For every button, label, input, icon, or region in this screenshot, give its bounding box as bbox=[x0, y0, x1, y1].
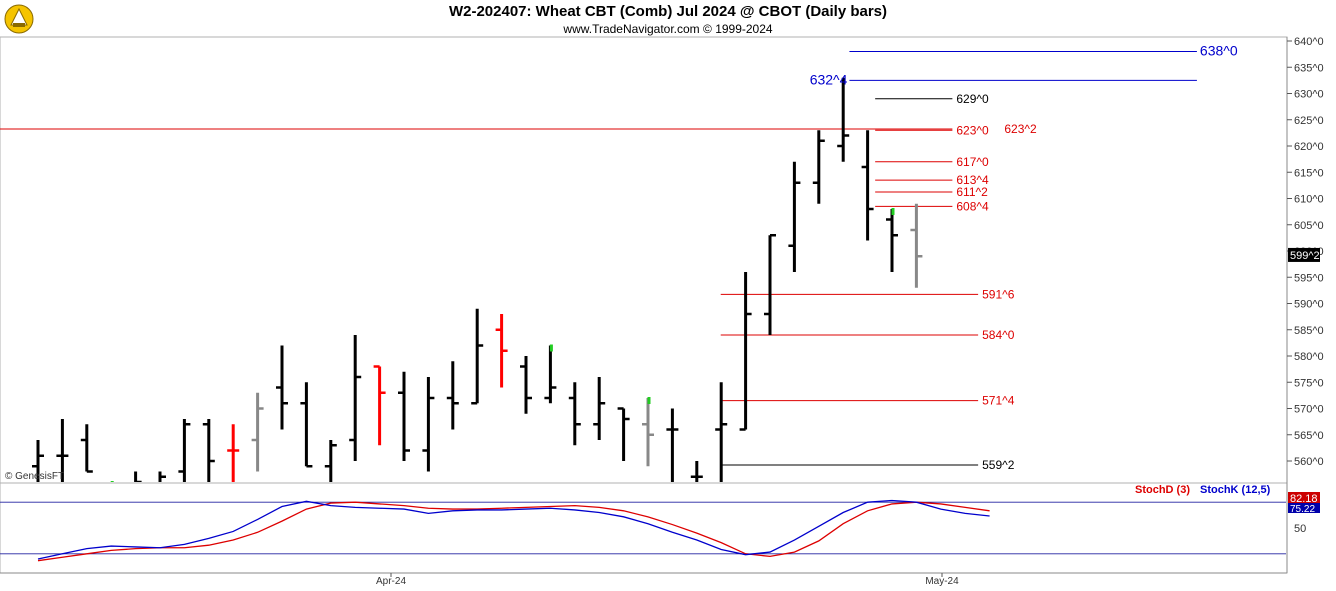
stochk-legend: StochK (12,5) bbox=[1200, 484, 1271, 496]
stochd-legend: StochD (3) bbox=[1135, 484, 1190, 496]
y-tick-label: 590^0 bbox=[1294, 299, 1324, 311]
level-label: 608^4 bbox=[956, 199, 989, 213]
y-tick-label: 630^0 bbox=[1294, 89, 1324, 101]
level-label: 623^2 bbox=[1004, 122, 1037, 136]
level-labels: 638^0 632^4 629^0 623^0 623^2 617^0 613^4611^2… bbox=[810, 43, 1238, 472]
price-panel bbox=[0, 36, 1288, 484]
y-tick-label: 595^0 bbox=[1294, 272, 1324, 284]
level-label: 638^0 bbox=[1200, 43, 1238, 59]
stochd-value: 82.18 bbox=[1290, 493, 1318, 505]
level-label: 623^0 bbox=[956, 123, 989, 137]
level-label: 617^0 bbox=[956, 155, 989, 169]
level-label: 611^2 bbox=[956, 185, 988, 199]
y-tick-label: 560^0 bbox=[1294, 456, 1324, 468]
stoch-panel bbox=[0, 482, 1288, 574]
level-label: 613^4 bbox=[956, 173, 989, 187]
y-tick-label: 605^0 bbox=[1294, 220, 1324, 232]
stochd-line bbox=[37, 501, 990, 562]
chart-title: W2-202407: Wheat CBT (Comb) Jul 2024 @ C… bbox=[448, 3, 888, 20]
watermark: © GenesisFT bbox=[5, 471, 64, 482]
level-label: 584^0 bbox=[982, 328, 1015, 342]
x-tick-label: Apr-24 bbox=[376, 576, 406, 587]
last-price-box bbox=[1288, 247, 1320, 262]
y-tick-label: 575^0 bbox=[1294, 377, 1324, 389]
stochk-value: 75.22 bbox=[1290, 504, 1315, 515]
y-tick-label: 580^0 bbox=[1294, 351, 1324, 363]
y-axis-area bbox=[1287, 37, 1336, 573]
level-label: 591^6 bbox=[982, 287, 1015, 301]
level-label: 632^4 bbox=[810, 71, 848, 87]
y-tick-label: 615^0 bbox=[1294, 167, 1324, 179]
y-tick-label: 620^0 bbox=[1294, 141, 1324, 153]
level-label: 571^4 bbox=[982, 394, 1015, 408]
level-label: 559^2 bbox=[982, 458, 1015, 472]
chart-header: W2-202407: Wheat CBT (Comb) Jul 2024 @ C… bbox=[0, 0, 1336, 37]
genesis-logo-icon bbox=[3, 3, 35, 35]
y-tick-label: 640^0 bbox=[1294, 36, 1324, 48]
chart-subtitle: www.TradeNavigator.com © 1999-2024 bbox=[563, 22, 773, 36]
last-price-label: 599^2 bbox=[1290, 250, 1320, 262]
y-tick-label: 625^0 bbox=[1294, 115, 1324, 127]
stochk-line bbox=[37, 499, 990, 560]
y-tick-label: 570^0 bbox=[1294, 404, 1324, 416]
level-label: 629^0 bbox=[956, 92, 989, 106]
stoch-tick-label: 50 bbox=[1294, 523, 1306, 535]
x-tick-label: May-24 bbox=[925, 576, 959, 587]
y-tick-label: 565^0 bbox=[1294, 430, 1324, 442]
y-tick-label: 635^0 bbox=[1294, 62, 1324, 74]
y-tick-label: 585^0 bbox=[1294, 325, 1324, 337]
stochk-value-box bbox=[1288, 503, 1320, 513]
y-tick-label: 610^0 bbox=[1294, 194, 1324, 206]
stochd-value-box bbox=[1288, 492, 1320, 504]
